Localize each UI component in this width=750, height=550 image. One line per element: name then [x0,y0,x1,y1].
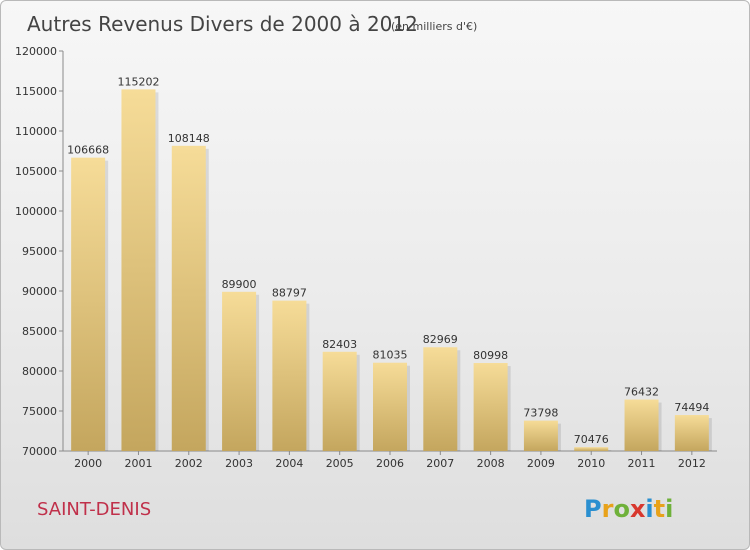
x-tick-label: 2001 [124,457,152,470]
bar [171,145,206,452]
x-tick-label: 2002 [175,457,203,470]
chart-title: Autres Revenus Divers de 2000 à 2012 [27,12,418,36]
data-label: 70476 [574,433,609,446]
data-label: 76432 [624,386,659,399]
y-tick-label: 110000 [15,125,57,138]
data-label: 73798 [523,407,558,420]
x-tick-label: 2010 [577,457,605,470]
logo-letter: i [665,495,673,523]
x-tick-label: 2003 [225,457,253,470]
y-tick-label: 85000 [22,325,57,338]
data-label: 74494 [674,401,709,414]
bar [423,347,458,451]
city-name: SAINT-DENIS [37,499,151,520]
bar [272,300,307,451]
y-tick-label: 105000 [15,165,57,178]
chart-subtitle: (en milliers d'€) [391,20,477,33]
logo-letter: i [645,495,653,523]
data-label: 108148 [168,132,210,145]
bar [473,363,508,451]
data-label: 88797 [272,287,307,300]
bar [574,447,609,451]
data-label: 82969 [423,333,458,346]
x-tick-label: 2012 [678,457,706,470]
x-tick-label: 2006 [376,457,404,470]
x-tick-label: 2000 [74,457,102,470]
data-label: 89900 [222,278,257,291]
x-tick-label: 2009 [527,457,555,470]
x-tick-label: 2008 [477,457,505,470]
logo-letter: r [602,495,614,523]
bar [222,291,257,451]
x-tick-label: 2004 [275,457,303,470]
data-label: 80998 [473,349,508,362]
data-label: 115202 [117,75,159,88]
data-label: 82403 [322,338,357,351]
y-tick-label: 100000 [15,205,57,218]
bar [71,157,106,451]
axes: 70000 75000 80000 85000 90000 95000 100000 1050… [15,45,717,470]
data-label: 81035 [373,349,408,362]
bar [373,362,407,451]
logo-letter: t [654,495,665,523]
proxiti-logo: Proxiti [584,495,673,523]
data-label: 106668 [67,144,109,157]
x-tick-label: 2005 [326,457,354,470]
y-tick-label: 120000 [15,45,57,58]
bar [322,351,357,451]
y-tick-label: 95000 [22,245,57,258]
bar [523,420,558,451]
bar [121,89,156,451]
x-tick-label: 2011 [628,457,656,470]
y-tick-label: 90000 [22,285,57,298]
y-tick-label: 115000 [15,85,57,98]
y-tick-label: 80000 [22,365,57,378]
bars-group: 106668 115202 108148 89900 88797 82403 81035 82… [67,75,712,452]
x-tick-label: 2007 [426,457,454,470]
logo-letter: P [584,495,602,523]
logo-letter: o [613,495,630,523]
bar [674,415,709,451]
bar [624,399,659,451]
y-tick-label: 70000 [22,445,57,458]
y-tick-label: 75000 [22,405,57,418]
logo-letter: x [630,495,646,523]
